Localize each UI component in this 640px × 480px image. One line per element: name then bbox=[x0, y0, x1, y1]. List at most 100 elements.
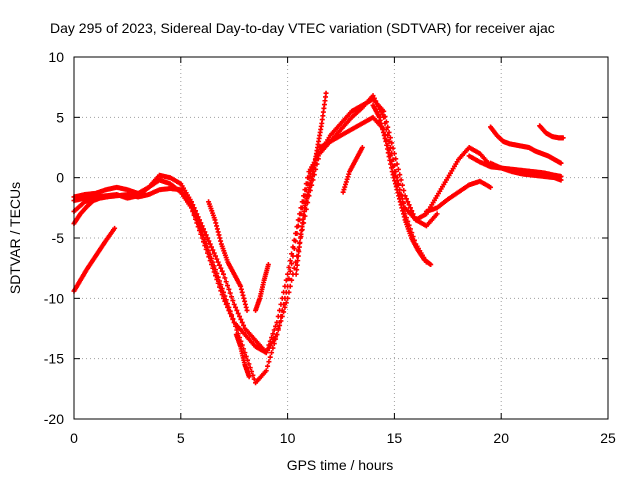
data-point bbox=[265, 346, 271, 352]
data-point bbox=[295, 217, 301, 223]
data-point bbox=[194, 220, 200, 226]
data-point bbox=[112, 225, 118, 231]
data-point bbox=[243, 304, 249, 310]
data-point bbox=[238, 316, 244, 322]
data-point bbox=[397, 172, 403, 178]
y-tick-label: 10 bbox=[48, 49, 64, 65]
data-point bbox=[376, 114, 382, 120]
data-point bbox=[382, 135, 388, 141]
data-point bbox=[214, 223, 220, 229]
data-point bbox=[297, 240, 303, 246]
y-tick-label: 5 bbox=[56, 109, 64, 125]
data-point bbox=[294, 224, 300, 230]
data-point bbox=[238, 286, 244, 292]
chart-title: Day 295 of 2023, Sidereal Day-to-day VTE… bbox=[50, 20, 555, 36]
data-point bbox=[246, 374, 252, 380]
data-point bbox=[267, 338, 273, 344]
data-point bbox=[203, 246, 209, 252]
data-point bbox=[203, 232, 209, 238]
data-point bbox=[380, 129, 386, 135]
data-point bbox=[392, 178, 398, 184]
data-point bbox=[250, 372, 256, 378]
data-point bbox=[388, 165, 394, 171]
data-point bbox=[266, 342, 272, 348]
data-point bbox=[211, 269, 217, 275]
data-point bbox=[196, 227, 202, 233]
data-point bbox=[263, 368, 269, 374]
data-point bbox=[213, 273, 219, 279]
data-point bbox=[266, 359, 272, 365]
data-point bbox=[409, 208, 415, 214]
data-point bbox=[290, 244, 296, 250]
data-point bbox=[209, 261, 215, 267]
data-point bbox=[488, 184, 494, 190]
data-point bbox=[294, 262, 300, 268]
data-point bbox=[387, 145, 393, 150]
data-point bbox=[380, 126, 386, 132]
data-point bbox=[215, 229, 221, 235]
data-point bbox=[303, 181, 309, 187]
data-point bbox=[219, 292, 225, 298]
data-point bbox=[265, 363, 271, 369]
data-point bbox=[222, 298, 228, 304]
data-series bbox=[206, 199, 250, 313]
data-point bbox=[238, 283, 244, 289]
data-point bbox=[270, 331, 276, 337]
data-point bbox=[346, 171, 352, 177]
data-point bbox=[384, 142, 390, 148]
data-point bbox=[241, 322, 247, 328]
data-point bbox=[265, 262, 271, 268]
data-point bbox=[247, 365, 253, 371]
data-point bbox=[403, 196, 409, 202]
data-point bbox=[374, 101, 380, 107]
data-point bbox=[221, 295, 227, 301]
data-point bbox=[242, 298, 248, 304]
data-point bbox=[390, 172, 396, 178]
data-point bbox=[558, 177, 564, 183]
data-point bbox=[239, 289, 245, 295]
data-point bbox=[377, 117, 383, 123]
data-point bbox=[396, 193, 402, 199]
data-point bbox=[281, 289, 287, 295]
x-axis-label: GPS time / hours bbox=[287, 457, 394, 473]
data-point bbox=[273, 323, 279, 329]
data-point bbox=[214, 256, 220, 262]
data-point bbox=[287, 268, 293, 274]
data-point bbox=[383, 138, 389, 144]
data-point bbox=[283, 277, 289, 283]
data-point bbox=[205, 235, 210, 241]
data-series bbox=[340, 145, 365, 195]
data-point bbox=[370, 93, 376, 99]
x-tick-label: 5 bbox=[177, 430, 185, 446]
data-point bbox=[388, 161, 394, 167]
data-point bbox=[286, 289, 292, 295]
data-point bbox=[213, 220, 219, 226]
data-point bbox=[289, 261, 295, 267]
data-point bbox=[278, 301, 284, 307]
data-series bbox=[71, 225, 118, 294]
data-point bbox=[211, 250, 217, 256]
data-point bbox=[212, 217, 218, 223]
data-point bbox=[278, 318, 284, 324]
data-point bbox=[385, 150, 391, 156]
data-series bbox=[71, 193, 115, 227]
data-point bbox=[269, 335, 275, 341]
y-tick-label: -15 bbox=[44, 351, 64, 367]
data-point bbox=[285, 295, 291, 301]
data-point bbox=[323, 90, 329, 96]
data-point bbox=[394, 161, 400, 167]
data-point bbox=[195, 224, 201, 230]
data-point bbox=[195, 214, 201, 220]
data-point bbox=[240, 292, 246, 298]
data-point bbox=[222, 275, 228, 281]
data-point bbox=[263, 350, 269, 356]
data-point bbox=[234, 307, 240, 313]
data-point bbox=[241, 295, 247, 301]
data-point bbox=[286, 264, 292, 270]
data-point bbox=[210, 247, 216, 253]
data-point bbox=[289, 251, 295, 257]
data-point bbox=[218, 288, 224, 294]
data-point bbox=[191, 212, 197, 218]
data-point bbox=[286, 276, 292, 282]
